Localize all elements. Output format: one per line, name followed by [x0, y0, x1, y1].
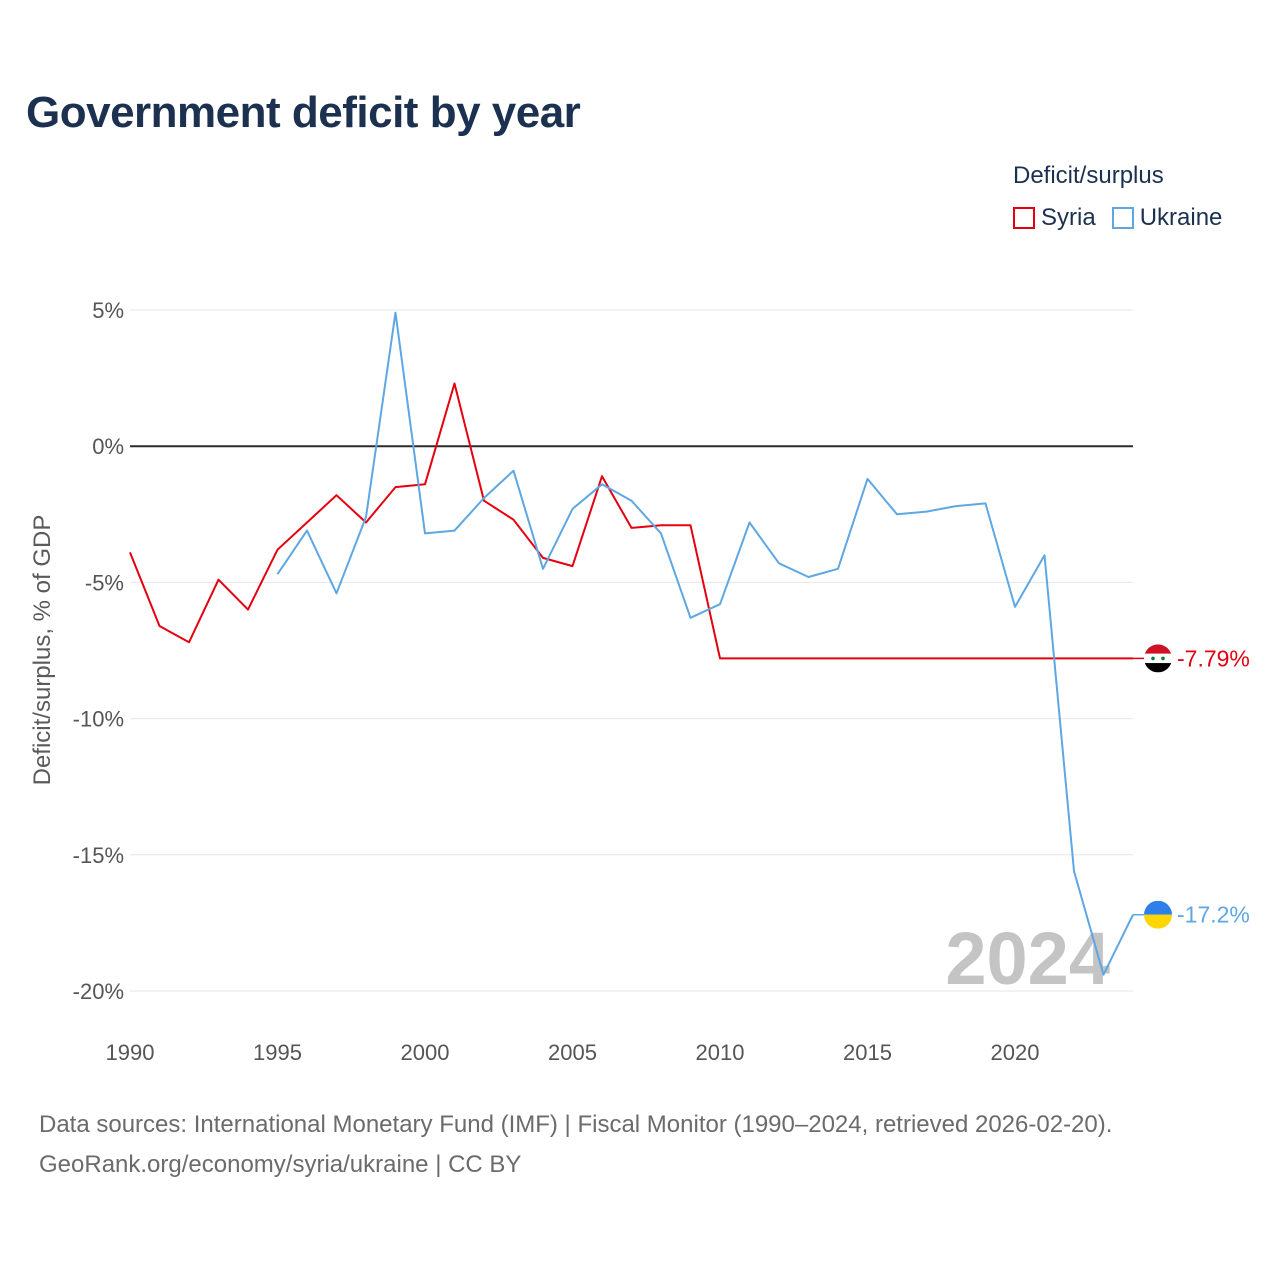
source-line-2[interactable]: GeoRank.org/economy/syria/ukraine | CC B…: [39, 1151, 522, 1178]
end-label-ukraine: -17.2%: [1177, 902, 1250, 928]
x-tick-label: 2020: [991, 1040, 1040, 1065]
x-tick-label: 2000: [401, 1040, 450, 1065]
x-tick-label: 1995: [253, 1040, 302, 1065]
ukraine-flag-icon: [1144, 900, 1172, 929]
legend: Syria Ukraine: [1013, 204, 1222, 232]
syria-flag-icon: [1144, 644, 1172, 673]
legend-swatch-syria: [1013, 207, 1035, 229]
legend-item-ukraine[interactable]: Ukraine: [1111, 204, 1223, 232]
x-tick-label: 2015: [843, 1040, 892, 1065]
y-tick-label: 0%: [92, 434, 124, 459]
legend-title: Deficit/surplus: [1013, 162, 1164, 189]
source-line-1: Data sources: International Monetary Fun…: [39, 1111, 1113, 1138]
source-note: Data sources: International Monetary Fun…: [39, 1105, 1112, 1185]
legend-label-ukraine: Ukraine: [1139, 204, 1223, 231]
series-line-syria: [129, 382, 1133, 660]
y-tick-label: -15%: [73, 843, 124, 868]
legend-label-syria: Syria: [1041, 204, 1096, 231]
x-tick-label: 2010: [696, 1040, 745, 1065]
y-tick-label: 5%: [92, 298, 124, 323]
x-tick-label: 1990: [106, 1040, 155, 1065]
y-tick-label: -10%: [73, 707, 124, 732]
legend-item-syria[interactable]: Syria: [1013, 204, 1096, 232]
year-watermark: 2024: [945, 917, 1110, 1000]
legend-swatch-ukraine: [1111, 207, 1134, 229]
page-title: Government deficit by year: [26, 88, 581, 137]
series-line-ukraine: [276, 311, 1134, 976]
x-tick-label: 2005: [548, 1040, 597, 1065]
y-tick-label: -20%: [73, 979, 124, 1004]
y-axis-label: Deficit/surplus, % of GDP: [29, 515, 56, 786]
end-label-syria: -7.79%: [1177, 645, 1250, 671]
y-tick-label: -5%: [85, 570, 124, 595]
